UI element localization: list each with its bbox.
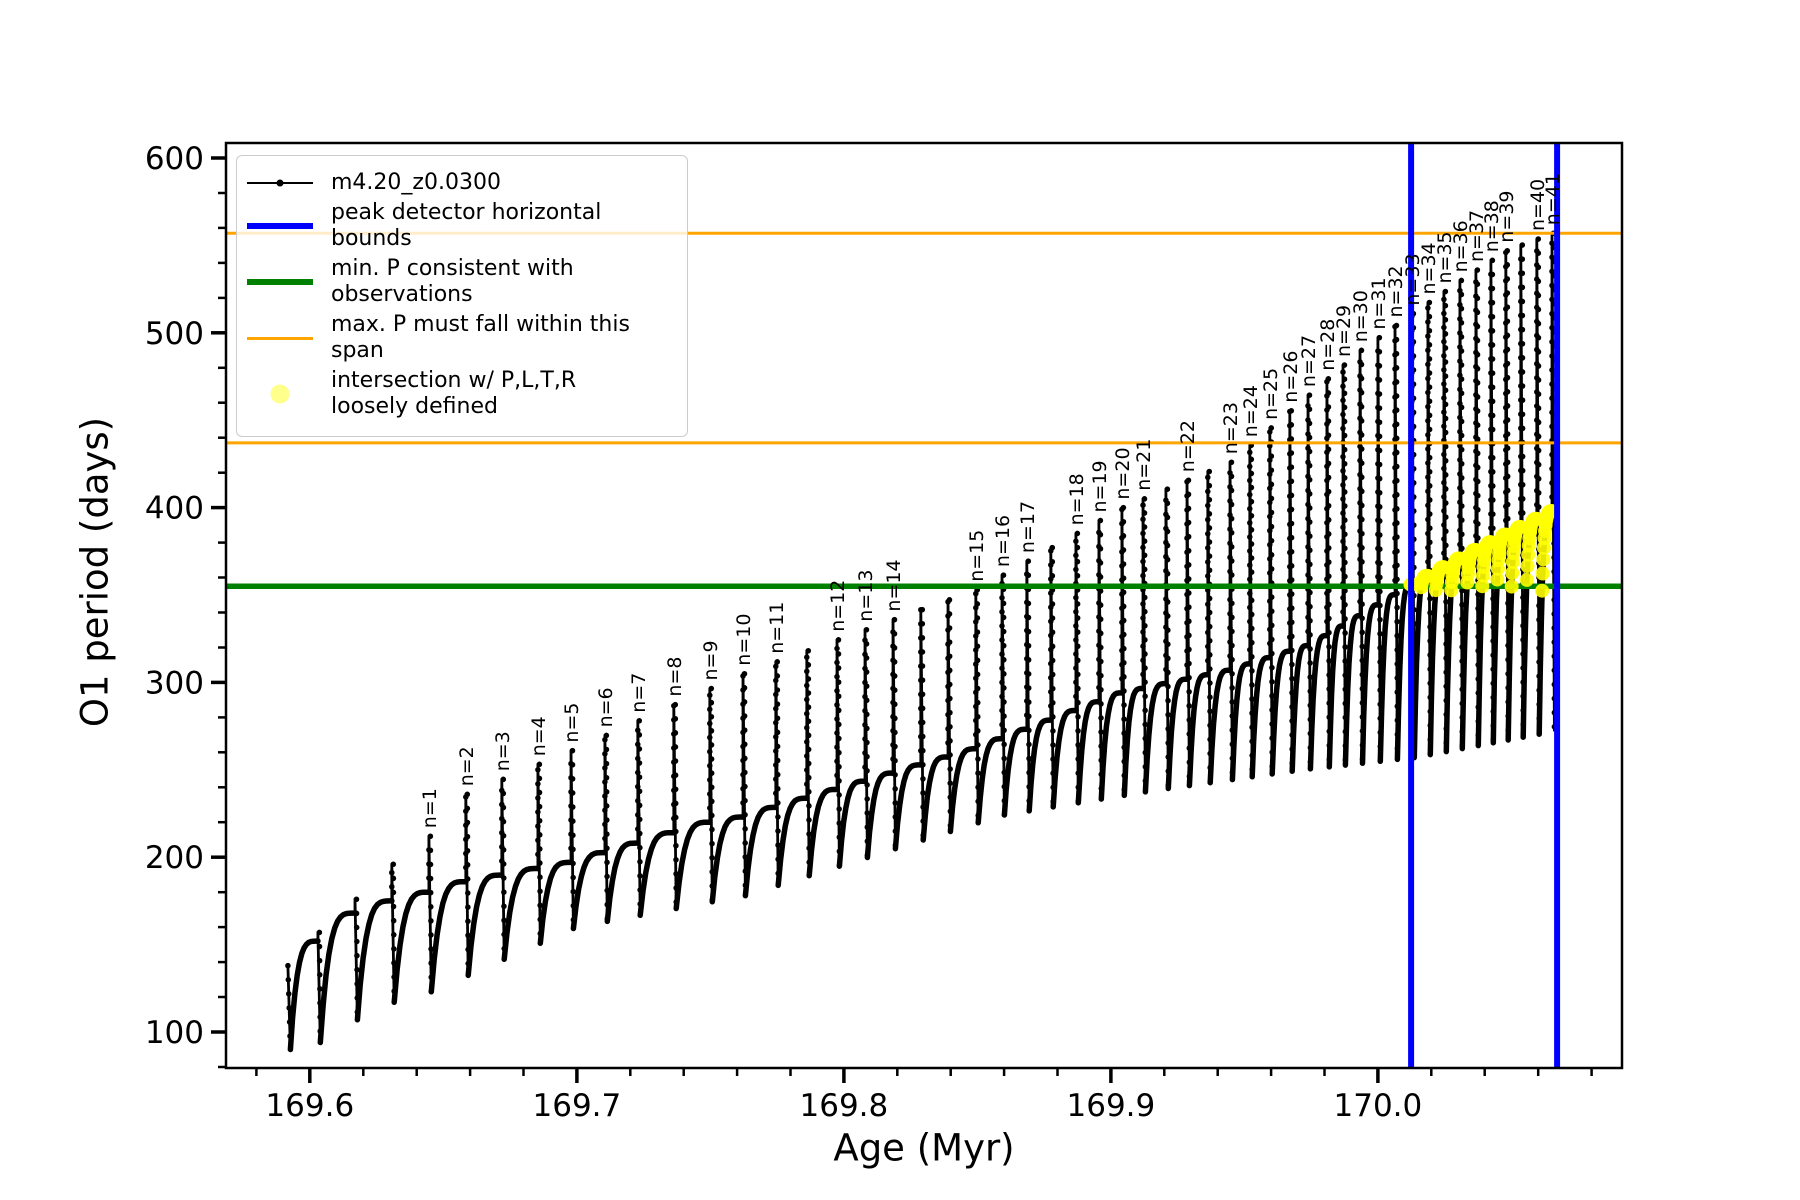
legend-entry-intersection: intersection w/ P,L,T,R loosely defined — [247, 368, 675, 420]
n-annotation: n=13 — [855, 570, 877, 622]
n-annotation: n=19 — [1089, 460, 1111, 512]
n-annotation: n=16 — [992, 515, 1014, 567]
intersection-marker-swatch — [247, 382, 313, 406]
yellow-scatter-point — [1520, 559, 1535, 573]
n-annotation: n=36 — [1450, 220, 1472, 272]
n-annotation: n=20 — [1112, 447, 1134, 499]
n-annotation: n=30 — [1350, 290, 1372, 342]
legend-entry-label: peak detector horizontal bounds — [331, 200, 602, 251]
legend-entry-label: min. P consistent with observations — [331, 256, 574, 307]
y-tick-label: 500 — [145, 316, 204, 352]
x-axis-label: Age (Myr) — [833, 1126, 1015, 1170]
n-annotation: n=31 — [1368, 277, 1390, 329]
x-tick-label: 169.7 — [533, 1088, 622, 1124]
n-annotation: n=4 — [528, 716, 550, 756]
n-annotation: n=23 — [1220, 402, 1242, 454]
n-annotation: n=28 — [1317, 319, 1339, 371]
n-annotation: n=29 — [1333, 305, 1355, 357]
n-annotation: n=35 — [1434, 231, 1456, 283]
n-annotation: n=1 — [419, 788, 441, 828]
yellow-scatter-point — [1475, 579, 1490, 594]
n-annotation: n=18 — [1066, 473, 1088, 525]
n-annotation: n=12 — [827, 580, 849, 632]
legend-entry-label: max. P must fall within this span — [331, 312, 630, 363]
n-annotation: n=25 — [1260, 368, 1282, 420]
series-marker-icon — [276, 179, 284, 187]
legend-line-icon — [247, 336, 313, 340]
n-annotation: n=37 — [1466, 210, 1488, 262]
yellow-scatter-point — [1504, 579, 1519, 594]
yellow-scatter-point — [1535, 583, 1550, 598]
n-annotation: n=15 — [966, 530, 988, 582]
n-annotation: n=41 — [1542, 173, 1564, 225]
yellow-scatter-point — [1535, 566, 1550, 581]
n-annotation: n=34 — [1418, 242, 1440, 294]
n-annotation: n=2 — [456, 746, 478, 786]
series-line-swatch — [247, 171, 313, 195]
legend-line-icon — [247, 279, 313, 285]
y-tick-label: 100 — [145, 1015, 204, 1051]
n-annotation: n=5 — [561, 703, 583, 743]
x-tick-label: 170.0 — [1334, 1088, 1423, 1124]
n-annotation: n=27 — [1298, 335, 1320, 387]
n-annotation: n=24 — [1240, 385, 1262, 437]
n-annotation: n=8 — [664, 657, 686, 697]
min-p-line-swatch — [247, 270, 313, 294]
n-annotation: n=39 — [1496, 191, 1518, 243]
n-annotation: n=17 — [1017, 501, 1039, 553]
legend: m4.20_z0.0300 peak detector horizontal b… — [236, 155, 688, 437]
n-annotation: n=9 — [700, 640, 722, 680]
legend-entry-label: m4.20_z0.0300 — [331, 170, 501, 195]
y-tick-label: 400 — [145, 491, 204, 527]
n-annotation: n=14 — [883, 559, 905, 611]
legend-entry-label: intersection w/ P,L,T,R loosely defined — [331, 368, 577, 419]
x-tick-label: 169.9 — [1067, 1088, 1156, 1124]
legend-line-icon — [247, 223, 313, 229]
n-annotation: n=38 — [1481, 200, 1503, 252]
y-tick-label: 200 — [145, 840, 204, 876]
yellow-scatter-point — [1519, 572, 1534, 587]
n-annotation: n=33 — [1402, 253, 1424, 305]
n-annotation: n=7 — [628, 673, 650, 713]
yellow-scatter-point — [1490, 572, 1505, 587]
n-annotation: n=22 — [1177, 420, 1199, 472]
legend-entry-max-span: max. P must fall within this span — [247, 312, 675, 364]
legend-entry-peak-bounds: peak detector horizontal bounds — [247, 200, 675, 252]
intersection-dot-icon — [270, 384, 290, 404]
x-tick-label: 169.6 — [265, 1088, 354, 1124]
n-annotation: n=26 — [1280, 351, 1302, 403]
y-axis-label: O1 period (days) — [73, 416, 117, 728]
n-annotation: n=3 — [492, 731, 514, 771]
n-annotation: n=21 — [1133, 439, 1155, 491]
legend-entry-series: m4.20_z0.0300 — [247, 170, 675, 196]
max-span-line-swatch — [247, 326, 313, 350]
n-annotation: n=32 — [1385, 265, 1407, 317]
n-annotation: n=40 — [1527, 179, 1549, 231]
y-tick-label: 300 — [145, 665, 204, 701]
yellow-scatter-point — [1536, 552, 1551, 567]
plot-border — [224, 141, 1624, 1070]
peak-bounds-line-swatch — [247, 214, 313, 238]
legend-entry-min-p: min. P consistent with observations — [247, 256, 675, 308]
yellow-scatter-point — [1505, 566, 1520, 580]
y-tick-label: 600 — [145, 141, 204, 177]
n-annotation: n=10 — [733, 614, 755, 666]
x-tick-label: 169.8 — [800, 1088, 889, 1124]
n-annotation: n=11 — [766, 602, 788, 654]
n-annotation: n=6 — [595, 687, 617, 727]
